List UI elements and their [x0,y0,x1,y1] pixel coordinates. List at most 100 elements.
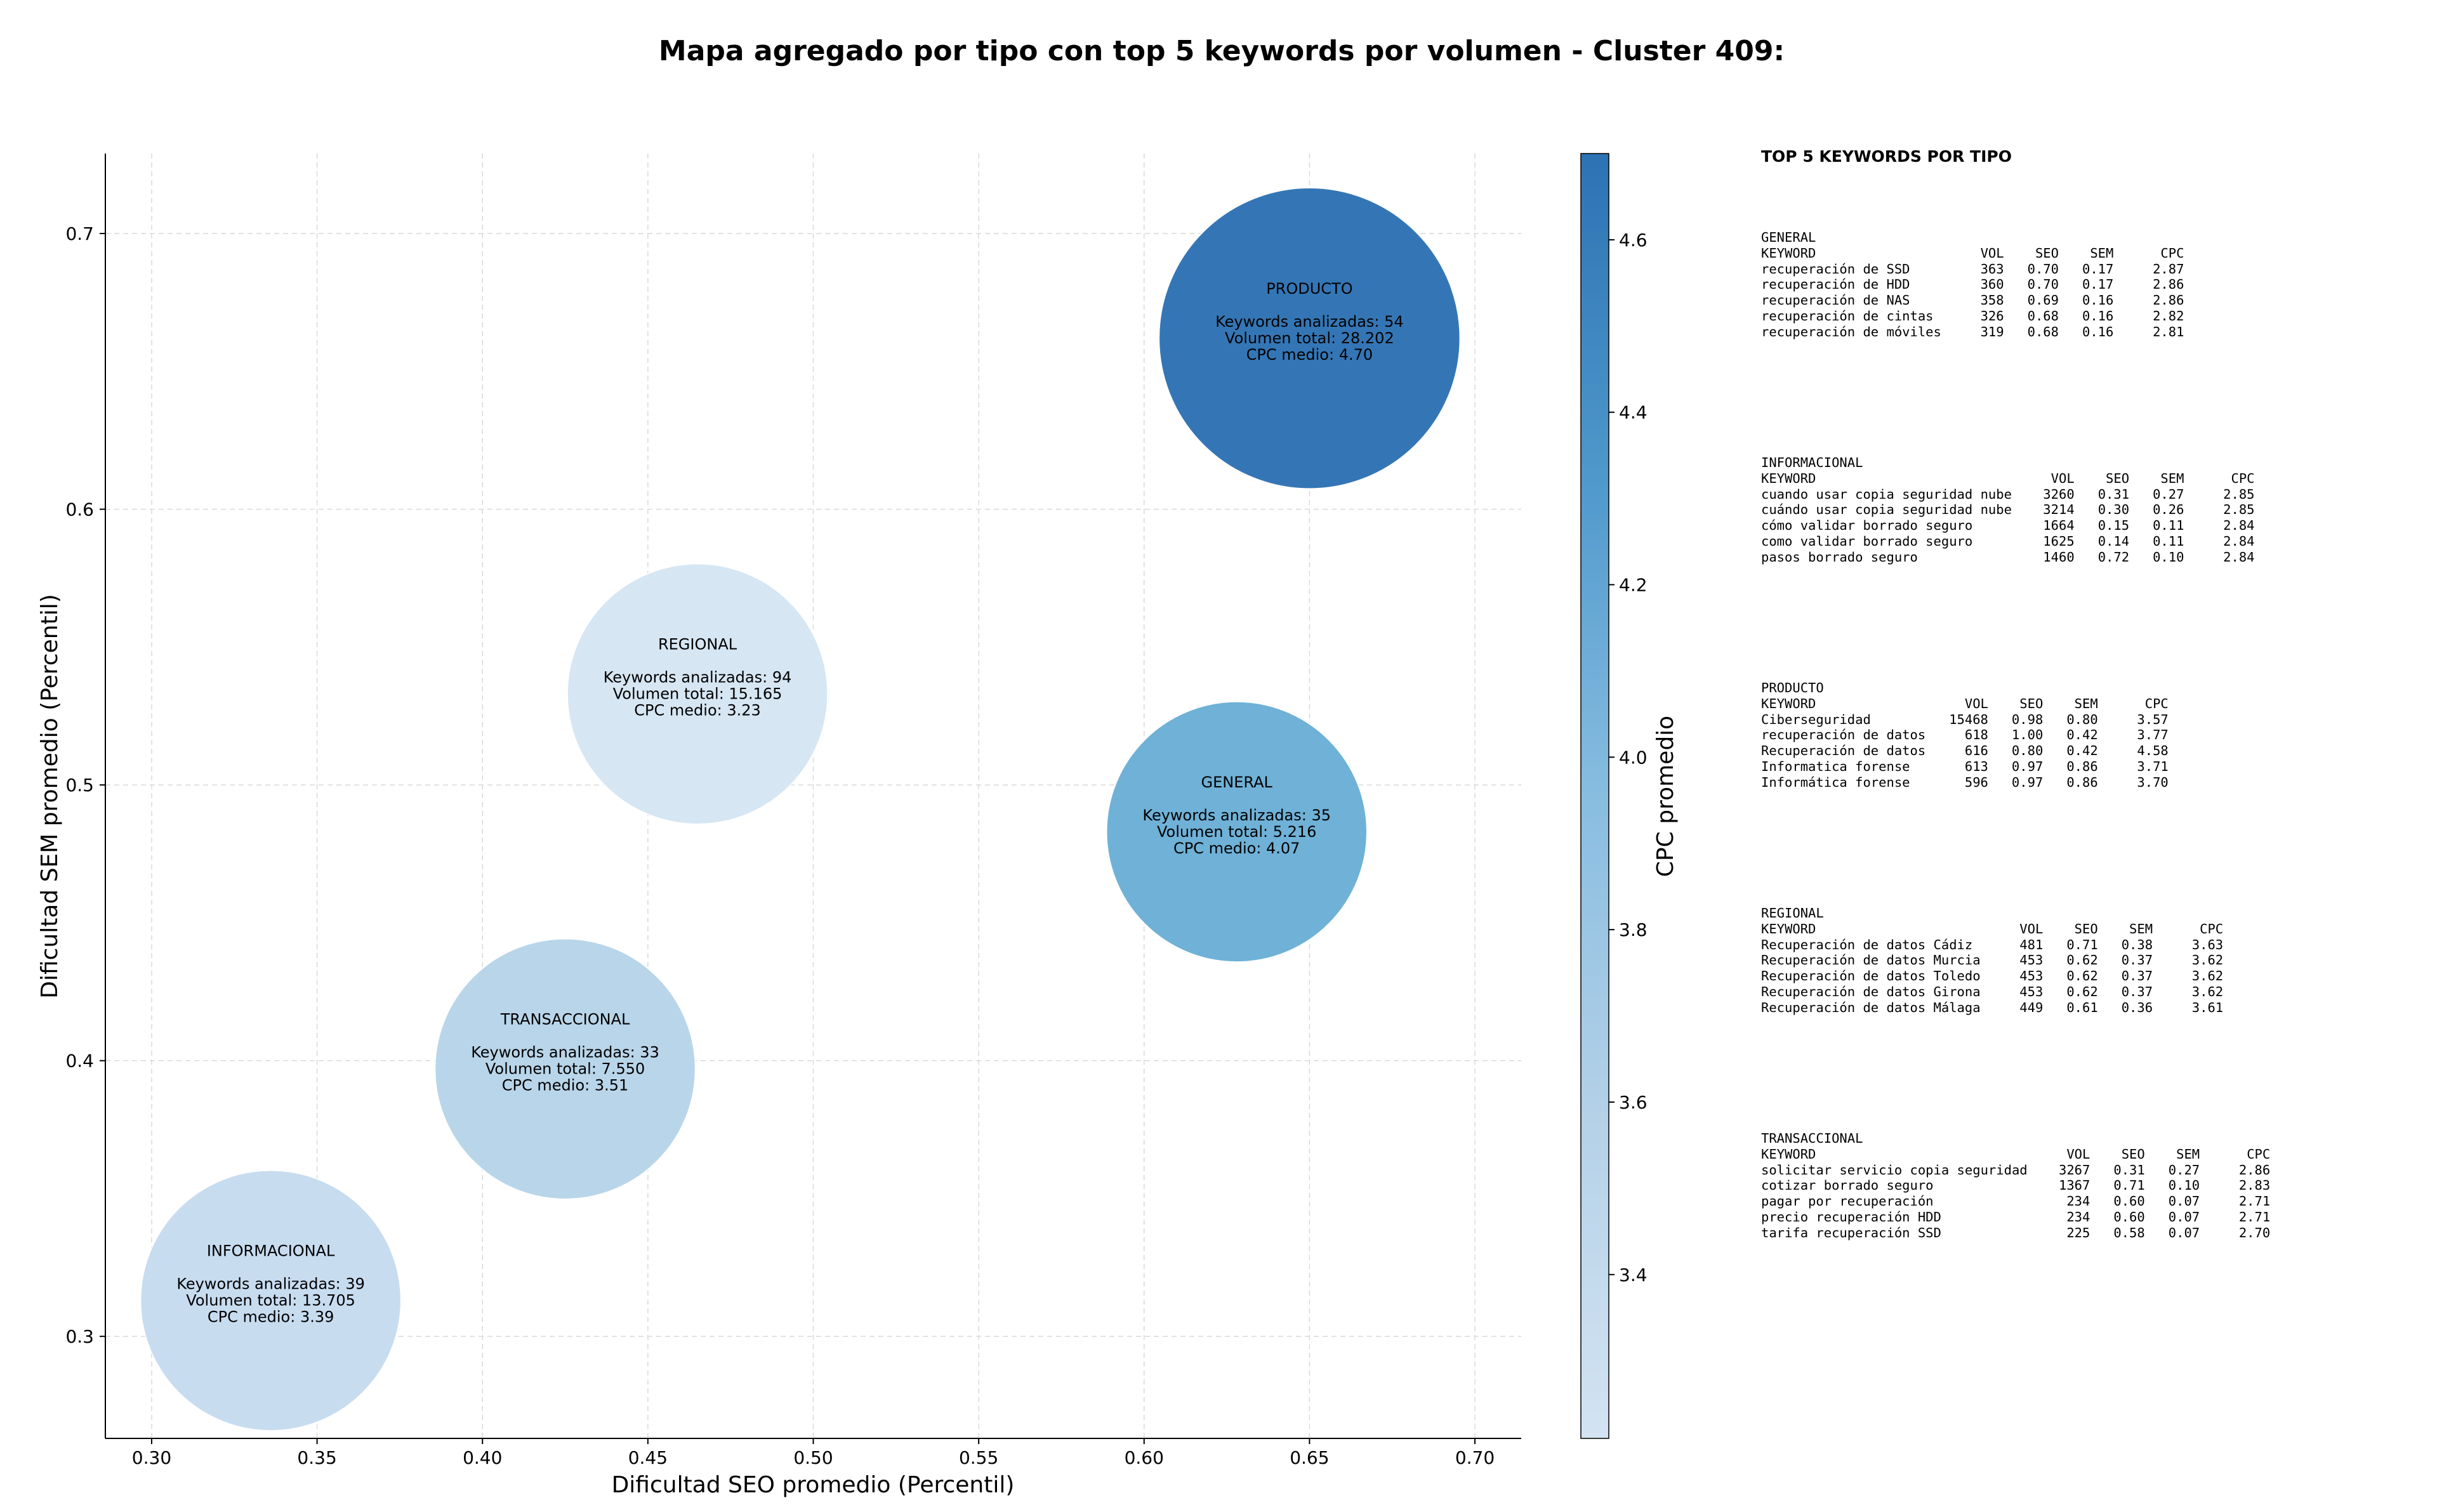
volume-cell: 596 [1964,774,1988,790]
keyword-group-informacional: INFORMACIONAL KEYWORD VOL SEO SEM CPC cuando u… [1761,455,2255,565]
x-axis-label: Dificultad SEO promedio (Percentil) [612,1472,1015,1498]
volume-cell: 1367 [2058,1178,2090,1193]
cpc-cell: 2.84 [2223,518,2255,534]
keyword-cell: recuperación de móviles [1761,324,1941,339]
keyword-row: pagar por recuperación 234 0.60 0.07 2.71 [1761,1193,2270,1209]
cpc-cell: 2.86 [2153,277,2184,293]
x-tick-label: 0.35 [297,1447,336,1468]
keyword-cell: Informática forense [1761,774,1910,790]
bubble-label-stat: CPC medio: 4.70 [1246,346,1373,364]
colorbar-tick-label: 3.6 [1619,1092,1648,1113]
cpc-cell: CPC [2200,921,2224,937]
seo-cell: 0.68 [2027,324,2059,339]
volume-cell: 358 [1980,293,2004,308]
seo-cell: 0.71 [2066,937,2098,952]
colorbar-tick-label: 4.6 [1619,230,1648,251]
seo-cell: 0.30 [2097,502,2130,518]
cpc-cell: 2.85 [2223,486,2255,502]
x-tick-label: 0.45 [628,1447,668,1468]
keyword-group-name: PRODUCTO [1761,680,1824,695]
x-ticks: 0.30 0.35 0.40 0.45 0.50 0.55 0.60 0.65 0.70 [132,1438,1495,1468]
sem-cell: 0.16 [2082,293,2114,308]
sem-cell: 0.37 [2121,952,2153,968]
sem-cell: SEM [2176,1146,2200,1162]
keyword-row: Informática forense 596 0.97 0.86 3.70 [1761,775,2169,791]
sem-cell: 0.26 [2153,502,2184,518]
sem-cell: 0.86 [2066,758,2098,774]
keyword-cell: recuperación de HDD [1761,277,1910,293]
bubble-label-stat: CPC medio: 3.39 [208,1308,334,1326]
volume-cell: 453 [2019,952,2044,968]
bubble-producto [1158,187,1461,489]
cpc-cell: 3.71 [2137,758,2169,774]
keyword-row: Recuperación de datos 616 0.80 0.42 4.58 [1761,743,2169,759]
keyword-cell: Recuperación de datos Girona [1761,983,1981,999]
volume-cell: 3260 [2043,486,2075,502]
y-tick-label: 0.6 [65,499,94,520]
seo-cell: 0.97 [2011,774,2044,790]
keyword-cell: KEYWORD [1761,921,1816,937]
seo-cell: 0.68 [2027,308,2059,324]
keyword-row: Recuperación de datos Cádiz 481 0.71 0.38 3.… [1761,937,2223,953]
y-axis-label: Dificultad SEM promedio (Percentil) [37,594,63,999]
volume-cell: 1460 [2043,549,2075,565]
keyword-row: recuperación de HDD 360 0.70 0.17 2.86 [1761,277,2184,293]
keyword-cell: pagar por recuperación [1761,1193,1934,1209]
x-tick-label: 0.60 [1125,1447,1164,1468]
x-tick-label: 0.70 [1455,1447,1495,1468]
y-tick-label: 0.5 [65,775,94,796]
volume-cell: 225 [2066,1225,2090,1240]
sem-cell: 0.11 [2153,518,2184,534]
keyword-panel-heading: TOP 5 KEYWORDS POR TIPO [1761,147,2012,166]
colorbar-tick-label: 4.0 [1619,747,1648,768]
cpc-cell: 2.86 [2153,293,2184,308]
keyword-row: cómo validar borrado seguro 1664 0.15 0.11 2… [1761,518,2255,534]
sem-cell: 0.27 [2168,1162,2200,1178]
sem-cell: 0.80 [2066,711,2098,727]
x-tick-label: 0.50 [793,1447,833,1468]
bubble-regional [567,563,828,825]
keyword-row: cuándo usar copia seguridad nube 3214 0.30… [1761,502,2255,518]
volume-cell: 360 [1980,277,2004,293]
sem-cell: SEM [2129,921,2153,937]
x-tick-label: 0.30 [132,1447,171,1468]
cpc-cell: 4.58 [2137,743,2169,759]
bubble-transaccional [434,938,696,1200]
colorbar-label: CPC promedio [1653,716,1679,877]
sem-cell: SEM [2074,695,2098,711]
sem-cell: 0.10 [2153,549,2184,565]
keyword-row: cuando usar copia seguridad nube 3260 0.31… [1761,487,2255,503]
volume-cell: VOL [1964,695,1988,711]
sem-cell: 0.36 [2121,999,2153,1015]
volume-cell: 234 [2066,1193,2090,1209]
keyword-group-name: INFORMACIONAL [1761,455,1863,470]
bubble-informacional [140,1169,402,1431]
seo-cell: SEO [2035,245,2059,261]
colorbar-gradient [1580,153,1609,1439]
keyword-row: tarifa recuperación SSD 225 0.58 0.07 2.70 [1761,1225,2270,1241]
keyword-group-name: REGIONAL [1761,905,1824,921]
cpc-cell: 2.71 [2238,1193,2271,1209]
seo-cell: 0.31 [2113,1162,2145,1178]
sem-cell: SEM [2160,470,2184,486]
cpc-cell: 3.61 [2191,999,2224,1015]
x-tick-label: 0.55 [959,1447,998,1468]
bubble-label-stat: Volumen total: 7.550 [485,1060,645,1078]
keyword-cell: solicitar servicio copia seguridad [1761,1162,2028,1178]
seo-cell: 0.15 [2097,518,2130,534]
keyword-cell: recuperación de SSD [1761,261,1910,277]
cpc-cell: 3.62 [2191,968,2224,984]
seo-cell: 0.97 [2011,758,2044,774]
keyword-row: precio recuperación HDD 234 0.60 0.07 2.71 [1761,1209,2270,1225]
colorbar-tick-label: 3.8 [1619,919,1648,940]
sem-cell: 0.42 [2066,727,2098,743]
keyword-row: recuperación de cintas 326 0.68 0.16 2.82 [1761,308,2184,324]
keyword-row: cotizar borrado seguro 1367 0.71 0.10 2.83 [1761,1178,2270,1193]
bubble-general [1106,701,1368,963]
cpc-cell: 3.62 [2191,983,2224,999]
keyword-cell: Ciberseguridad [1761,711,1871,727]
volume-cell: 326 [1980,308,2004,324]
keyword-cell: cuando usar copia seguridad nube [1761,486,2012,502]
cpc-cell: 2.71 [2238,1209,2271,1225]
volume-cell: 1625 [2043,533,2075,549]
